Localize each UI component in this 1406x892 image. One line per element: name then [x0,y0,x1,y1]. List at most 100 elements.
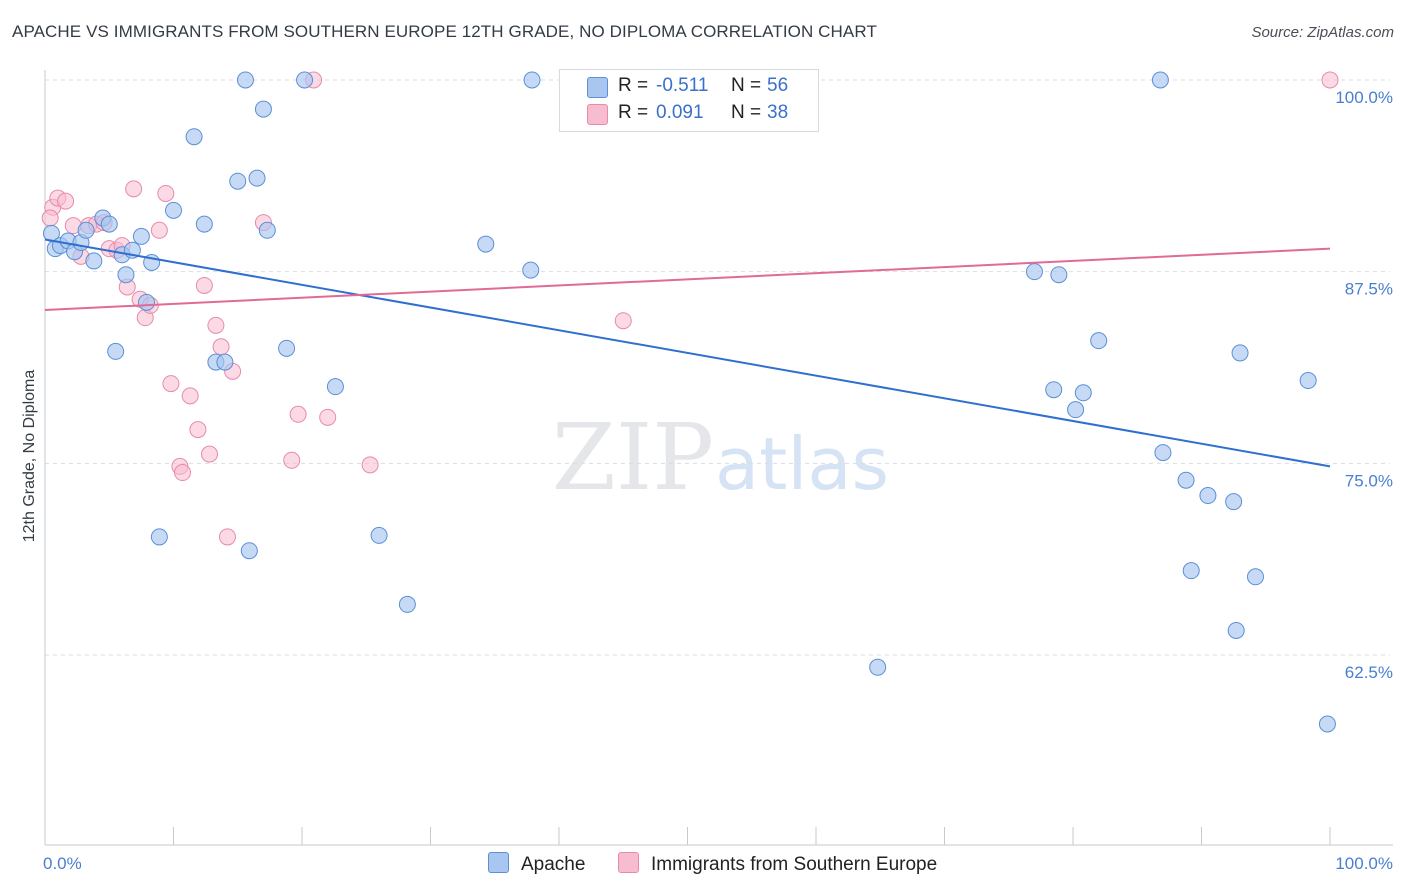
apache-point-23 [229,172,247,190]
y-tick-label-3: 62.5% [1345,663,1393,682]
apache-point-52 [1246,568,1264,586]
apache-point-39 [1045,381,1063,399]
immigrants-n-value: 38 [767,102,789,123]
apache-point-44 [1151,71,1169,89]
x-tick-label-0: 0.0% [43,854,82,873]
immigrants-point-35 [361,456,379,474]
apache-point-22 [216,353,234,371]
y-axis-label: 12th Grade, No Diploma [21,370,38,543]
apache-n-label: N = [731,75,762,96]
bottom-immigrants-swatch [618,852,639,873]
immigrants-point-2 [57,192,75,210]
y-tick-label-2: 75.0% [1345,471,1393,490]
apache-point-48 [1199,487,1217,505]
immigrants-point-26 [207,316,225,334]
apache-point-47 [1182,562,1200,580]
apache-point-29 [278,339,296,357]
apache-swatch [587,77,608,98]
apache-point-35 [522,261,540,279]
immigrants-point-18 [157,184,175,202]
apache-point-46 [1177,471,1195,489]
immigrants-point-28 [218,528,236,546]
apache-point-27 [254,100,272,118]
apache-point-51 [1231,344,1249,362]
watermark-zip: ZIP [552,404,714,511]
chart-title: APACHE VS IMMIGRANTS FROM SOUTHERN EUROP… [12,22,877,41]
x-tick-label-1: 100.0% [1335,854,1393,873]
stats-legend: R = -0.511 N = 56 R = 0.091 N = 38 [559,69,819,132]
apache-point-9 [100,215,118,233]
immigrants-point-34 [319,408,337,426]
bottom-immigrants-label: Immigrants from Southern Europe [651,854,938,875]
source-label: Source: ZipAtlas.com [1251,24,1394,41]
legend-row-immigrants: R = 0.091 N = 38 [560,101,818,127]
immigrants-point-13 [125,180,143,198]
immigrants-point-32 [289,405,307,423]
immigrants-point-37 [1321,71,1339,89]
apache-point-18 [165,201,182,219]
apache-r-label: R = [618,75,649,96]
apache-point-45 [1154,444,1172,462]
apache-point-12 [117,266,135,284]
watermark: ZIP atlas [552,404,889,511]
apache-point-37 [869,658,887,676]
immigrants-point-19 [162,375,180,393]
series-apache-points [42,71,1336,733]
apache-point-54 [1318,715,1336,733]
apache-point-30 [296,71,314,89]
bottom-apache-swatch [488,852,509,873]
apache-point-40 [1050,266,1068,284]
apache-point-7 [85,252,103,270]
bottom-apache-label: Apache [521,854,586,875]
apache-point-49 [1225,493,1243,511]
immigrants-trend-line [44,247,1331,311]
apache-point-10 [107,342,125,360]
apache-r-value: -0.511 [656,75,709,96]
watermark-atlas: atlas [715,422,889,506]
apache-point-14 [132,227,150,245]
immigrants-n-label: N = [731,102,762,123]
immigrants-point-23 [189,421,207,439]
apache-point-42 [1074,384,1092,402]
apache-point-26 [248,169,266,187]
apache-point-25 [240,542,258,560]
apache-point-19 [185,128,203,146]
immigrants-r-label: R = [618,102,649,123]
apache-point-20 [195,215,213,233]
y-tick-label-1: 87.5% [1345,280,1393,299]
bottom-legend-apache: Apache [488,852,585,876]
apache-point-17 [150,528,168,546]
legend-row-apache: R = -0.511 N = 56 [560,74,818,100]
axes [44,70,1393,846]
apache-point-53 [1299,372,1317,390]
immigrants-point-21 [173,464,191,482]
apache-point-15 [138,293,156,311]
immigrants-point-3 [41,209,59,227]
immigrants-point-17 [150,221,168,239]
apache-point-24 [236,71,254,89]
immigrants-point-25 [200,445,218,463]
immigrants-point-24 [195,276,213,294]
y-tick-labels: 100.0% 87.5% 75.0% 62.5% [1335,88,1393,682]
immigrants-point-36 [614,312,632,330]
apache-point-41 [1067,401,1085,419]
apache-n-value: 56 [767,75,789,96]
immigrants-swatch [587,104,608,125]
apache-point-32 [370,526,388,544]
apache-point-36 [523,71,541,89]
apache-point-6 [77,221,95,239]
apache-point-38 [1025,263,1043,281]
trend-lines [44,238,1331,468]
apache-point-43 [1090,332,1108,350]
immigrants-point-27 [212,338,230,356]
apache-point-28 [258,221,276,239]
apache-point-50 [1227,621,1245,639]
apache-point-33 [398,595,416,613]
x-tick-labels: 0.0% 100.0% [43,854,1393,873]
y-tick-label-0: 100.0% [1335,88,1393,107]
apache-point-31 [326,378,344,396]
apache-trend-line [44,238,1331,468]
bottom-legend: Apache Immigrants from Southern Europe [0,852,1406,878]
immigrants-point-22 [181,387,199,405]
